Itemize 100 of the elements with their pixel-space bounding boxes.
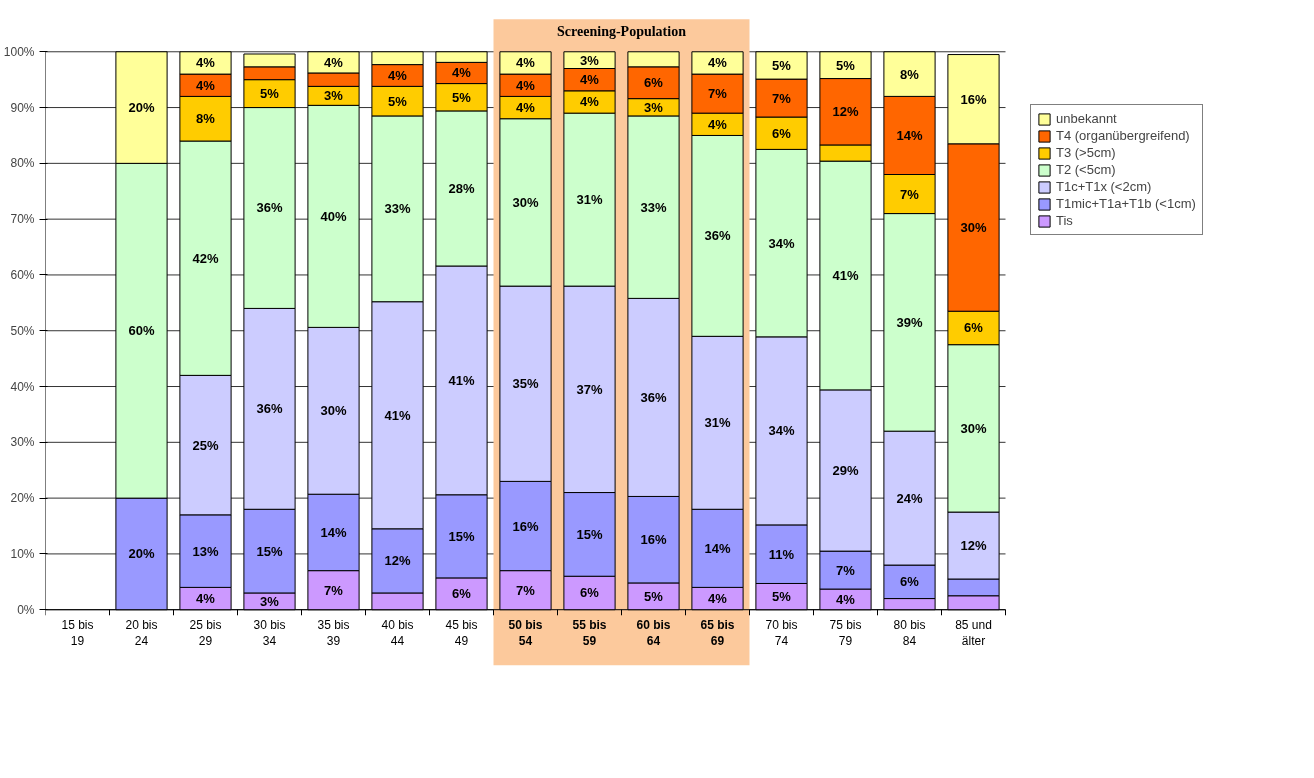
data-label: 8%: [900, 66, 920, 82]
legend-label: T1c+T1x (<2cm): [1056, 179, 1152, 194]
data-label: 4%: [452, 65, 472, 81]
data-label: 16%: [512, 518, 539, 534]
data-label: 4%: [580, 94, 600, 110]
x-tick-label: 25 bis 29: [189, 618, 222, 649]
y-tick-label: 20%: [10, 491, 35, 506]
data-label: 6%: [644, 75, 664, 91]
x-tick-label: 60 bis 64: [636, 618, 671, 649]
legend-label: T4 (organübergreifend): [1056, 128, 1190, 143]
data-label: 4%: [516, 100, 536, 116]
data-label: 24%: [896, 490, 923, 506]
data-label: 12%: [960, 538, 987, 554]
data-label: 4%: [708, 116, 728, 132]
data-label: 33%: [384, 201, 411, 217]
data-label: 5%: [772, 57, 792, 73]
y-tick-label: 10%: [10, 546, 35, 561]
data-label: 6%: [964, 320, 984, 336]
y-tick-label: 60%: [10, 267, 35, 282]
data-label: 35%: [512, 376, 539, 392]
data-label: 4%: [580, 72, 600, 88]
data-label: 12%: [384, 553, 411, 569]
x-tick-label: 50 bis 54: [508, 618, 543, 649]
data-label: 15%: [576, 526, 603, 542]
data-label: 36%: [256, 200, 283, 216]
data-label: 41%: [384, 407, 411, 423]
data-label: 37%: [576, 381, 603, 397]
y-tick-label: 90%: [10, 100, 35, 115]
data-label: 3%: [260, 593, 280, 609]
data-label: 4%: [196, 591, 216, 607]
x-tick-label: 80 bis 84: [893, 618, 926, 649]
data-label: 41%: [448, 372, 475, 388]
y-tick-label: 30%: [10, 435, 35, 450]
data-label: 4%: [516, 77, 536, 93]
data-label: 4%: [516, 55, 536, 71]
data-label: 36%: [256, 401, 283, 417]
data-label: 31%: [704, 415, 731, 431]
data-label: 29%: [832, 463, 859, 478]
data-label: 30%: [960, 420, 987, 436]
data-label: 42%: [192, 250, 219, 266]
data-label: 5%: [260, 86, 280, 102]
data-label: 30%: [512, 194, 539, 210]
data-label: 33%: [640, 199, 667, 215]
x-tick-label: 35 bis 39: [317, 618, 350, 649]
data-label: 5%: [772, 589, 792, 605]
data-label: 3%: [644, 99, 664, 115]
data-label: 20%: [128, 546, 155, 562]
data-label: 14%: [320, 524, 347, 540]
data-label: 39%: [896, 314, 923, 330]
data-label: 5%: [388, 93, 408, 109]
data-label: 8%: [196, 111, 216, 127]
data-label: 4%: [708, 591, 728, 607]
x-tick-label: 15 bis 19: [61, 618, 94, 649]
data-label: 7%: [708, 86, 728, 102]
data-label: 3%: [580, 52, 600, 68]
data-label: 5%: [644, 588, 664, 604]
x-tick-label: 55 bis 59: [572, 618, 607, 649]
data-label: 4%: [324, 54, 344, 70]
legend-label: unbekannt: [1056, 111, 1117, 126]
data-label: 7%: [900, 186, 920, 202]
data-label: 31%: [576, 192, 603, 208]
data-label: 28%: [448, 180, 475, 196]
data-label: 4%: [708, 55, 728, 71]
x-tick-label: 20 bis 24: [125, 618, 158, 649]
y-tick-label: 50%: [10, 323, 35, 338]
y-tick-label: 80%: [10, 156, 35, 171]
y-tick-label: 70%: [10, 212, 35, 227]
data-label: 15%: [448, 528, 475, 544]
data-label: 36%: [704, 228, 731, 244]
data-label: 20%: [128, 100, 155, 116]
band-label: Screening-Population: [557, 24, 687, 40]
legend-label: T1mic+T1a+T1b (<1cm): [1056, 196, 1196, 211]
data-label: 13%: [192, 543, 219, 559]
x-tick-label: 85 und älter: [955, 618, 992, 649]
x-tick-label: 75 bis 79: [829, 618, 862, 649]
x-tick-label: 30 bis 34: [253, 618, 286, 649]
x-tick-label: 45 bis 49: [445, 618, 478, 649]
data-label: 36%: [640, 389, 667, 405]
data-label: 7%: [324, 582, 344, 598]
data-label: 6%: [580, 585, 600, 601]
data-label: 16%: [640, 532, 667, 548]
data-label: 6%: [900, 574, 920, 590]
x-tick-label: 70 bis 74: [765, 618, 798, 649]
data-label: 4%: [196, 77, 216, 93]
data-label: 6%: [452, 586, 472, 602]
data-label: 4%: [196, 55, 216, 71]
data-label: 40%: [320, 208, 347, 224]
legend-label: T3 (>5cm): [1056, 145, 1116, 160]
data-label: 60%: [128, 323, 155, 339]
data-label: 30%: [960, 220, 987, 236]
y-tick-label: 0%: [17, 602, 35, 617]
data-label: 5%: [452, 89, 472, 105]
data-label: 11%: [768, 546, 795, 562]
y-tick-label: 100%: [3, 44, 35, 59]
data-label: 25%: [192, 437, 219, 453]
data-label: 12%: [832, 104, 859, 120]
data-label: 30%: [320, 403, 347, 419]
data-label: 16%: [960, 91, 987, 107]
data-label: 5%: [836, 57, 856, 73]
legend-label: T2 (<5cm): [1056, 162, 1116, 177]
